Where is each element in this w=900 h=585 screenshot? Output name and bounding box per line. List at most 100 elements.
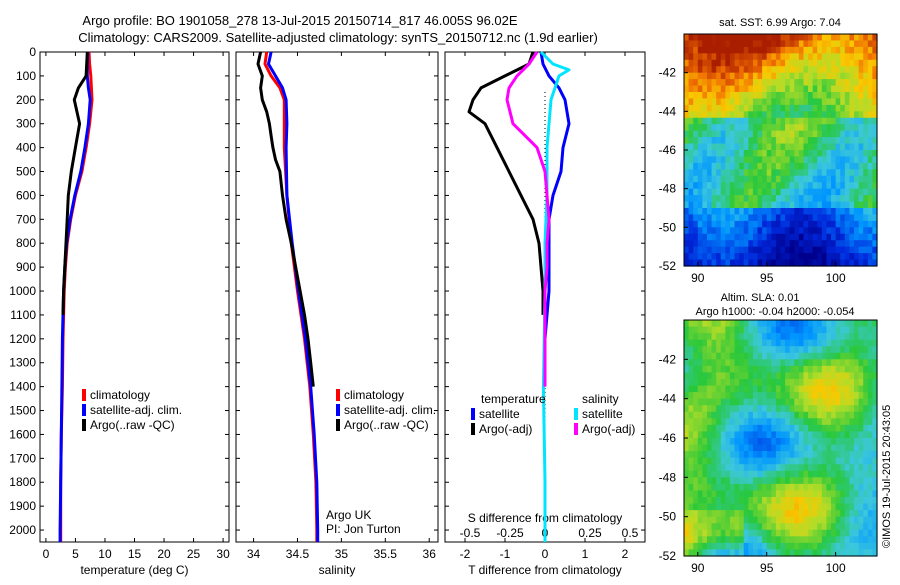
sla-heatmap-cell (863, 444, 869, 452)
sla-heatmap-cell (706, 339, 713, 347)
sst-heatmap-cell (684, 227, 690, 235)
sla-heatmap-cell (688, 457, 694, 465)
sst-heatmap-cell (743, 259, 749, 267)
sst-heatmap-cell (780, 233, 786, 241)
sla-heatmap-cell (849, 457, 855, 465)
sla-heatmap-cell (739, 398, 745, 406)
sst-heatmap-cell (720, 79, 726, 87)
sst-heatmap-cell (725, 162, 731, 170)
sla-heatmap-cell (743, 339, 749, 347)
sla-heatmap-cell (831, 529, 837, 537)
sla-heatmap-cell (840, 418, 846, 426)
sst-heatmap-cell (706, 162, 713, 170)
sla-heatmap-cell (757, 457, 763, 465)
sla-heatmap-cell (812, 398, 818, 406)
sst-heatmap-cell (762, 104, 768, 112)
sla-heatmap-cell (711, 431, 717, 439)
sst-heatmap-cell (849, 156, 855, 164)
sla-heatmap-cell (785, 444, 791, 452)
sst-heatmap-cell (803, 227, 809, 235)
sla-heatmap-cell (817, 405, 823, 413)
sla-heatmap-cell (849, 536, 855, 544)
sla-heatmap-cell (702, 365, 708, 374)
sla-heatmap-cell (775, 457, 782, 465)
sst-heatmap-cell (748, 208, 754, 216)
sla-heatmap-cell (780, 411, 786, 419)
sst-heatmap-cell (872, 92, 878, 100)
sla-heatmap-cell (794, 424, 800, 433)
sst-heatmap-cell (817, 150, 823, 158)
sla-heatmap-cell (821, 516, 828, 524)
sst-heatmap-cell (835, 253, 841, 261)
sla-heatmap-cell (729, 431, 736, 439)
sla-heatmap-cell (752, 320, 759, 328)
sla-heatmap-cell (729, 365, 736, 374)
sla-heatmap-cell (716, 477, 722, 485)
sla-heatmap-cell (785, 411, 791, 419)
sla-heatmap-cell (821, 352, 828, 360)
sla-heatmap-cell (812, 536, 818, 544)
sla-heatmap-cell (762, 444, 768, 452)
sst-heatmap-cell (867, 156, 874, 164)
sla-heatmap-cell (693, 470, 699, 478)
sla-heatmap-cell (766, 477, 772, 485)
sla-heatmap-cell (808, 542, 814, 551)
sst-heatmap-cell (812, 117, 818, 125)
sla-heatmap-cell (729, 451, 736, 459)
sst-heatmap-cell (867, 240, 874, 248)
sst-heatmap-cell (849, 175, 855, 183)
sla-heatmap-cell (854, 320, 860, 328)
sst-heatmap-cell (863, 259, 869, 267)
sla-heatmap-cell (831, 457, 837, 465)
sla-heatmap-cell (711, 536, 717, 544)
sla-heatmap-cell (789, 405, 795, 413)
sla-heatmap-cell (858, 497, 864, 505)
sla-heatmap-cell (762, 379, 768, 387)
sla-heatmap-cell (785, 379, 791, 387)
sla-heatmap-cell (766, 339, 772, 347)
sst-heatmap-cell (684, 253, 690, 261)
sla-heatmap-cell (688, 398, 694, 406)
sla-heatmap-cell (711, 542, 717, 551)
sst-heatmap-cell (697, 92, 703, 100)
sst-heatmap-cell (858, 259, 864, 267)
sla-heatmap-cell (835, 411, 841, 419)
sla-heatmap-cell (716, 405, 722, 413)
sst-heatmap-cell (734, 208, 740, 216)
sla-heatmap-cell (840, 405, 846, 413)
sla-heatmap-cell (858, 490, 864, 498)
sla-heatmap-cell (808, 464, 814, 472)
sst-heatmap-cell (867, 182, 874, 190)
sla-heatmap-cell (840, 438, 846, 446)
sla-heatmap-cell (752, 411, 759, 419)
sst-heatmap-cell (688, 59, 694, 67)
sst-heatmap-cell (693, 246, 699, 254)
sst-heatmap-cell (766, 130, 772, 138)
sst-heatmap-cell (854, 195, 860, 203)
sla-heatmap-cell (771, 339, 777, 347)
sla-heatmap-cell (706, 418, 713, 426)
sla-heatmap-cell (697, 352, 703, 360)
sst-heatmap-cell (798, 175, 805, 183)
sst-heatmap-cell (858, 59, 864, 67)
sst-heatmap-cell (702, 208, 708, 216)
sst-heatmap-cell (803, 124, 809, 132)
sla-heatmap-cell (743, 490, 749, 498)
sst-heatmap-cell (794, 175, 800, 183)
sla-heatmap-cell (693, 431, 699, 439)
sla-heatmap-cell (757, 549, 763, 557)
sst-heatmap-cell (849, 98, 855, 106)
sla-heatmap-cell (867, 405, 874, 413)
sla-heatmap-cell (789, 346, 795, 354)
sst-heatmap-cell (794, 162, 800, 170)
sst-heatmap-cell (725, 188, 731, 196)
sla-heatmap-cell (835, 320, 841, 328)
sst-heatmap-cell (872, 72, 878, 80)
sla-heatmap-cell (849, 333, 855, 341)
sst-heatmap-cell (702, 162, 708, 170)
sst-heatmap-cell (720, 104, 726, 112)
sla-ytick-label: -52 (659, 549, 677, 563)
sst-heatmap-cell (766, 111, 772, 119)
sla-heatmap-cell (752, 392, 759, 400)
sla-heatmap-cell (693, 497, 699, 505)
